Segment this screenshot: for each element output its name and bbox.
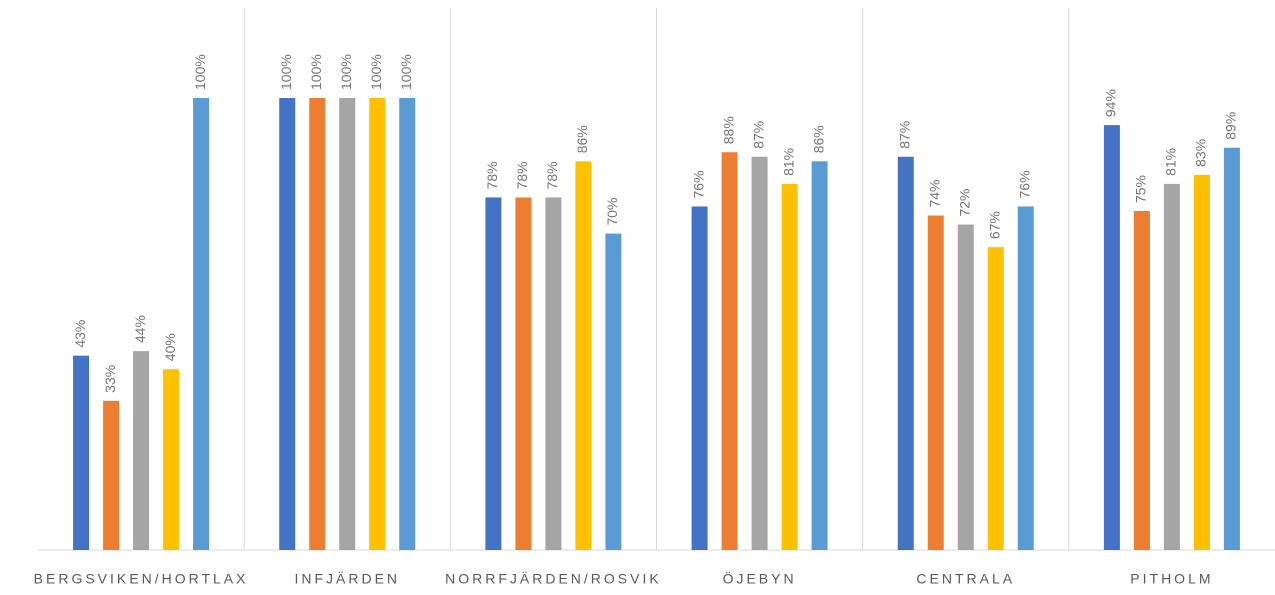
bar	[515, 197, 532, 550]
bar	[987, 247, 1004, 550]
value-label: 76%	[1016, 170, 1032, 198]
value-label: 86%	[574, 125, 590, 153]
bar	[927, 215, 944, 550]
bar	[897, 156, 914, 550]
bar	[485, 197, 502, 550]
x-tick-label: PITHOLM	[1130, 571, 1213, 587]
bar	[339, 98, 356, 550]
value-label: 100%	[398, 54, 414, 90]
value-label: 100%	[278, 54, 294, 90]
value-label: 74%	[926, 179, 942, 207]
bar	[545, 197, 562, 550]
bar	[133, 351, 150, 550]
x-tick-label: ÖJEBYN	[723, 570, 797, 587]
bar	[369, 98, 386, 550]
bar	[605, 233, 622, 550]
bar	[193, 98, 210, 550]
value-label: 78%	[514, 161, 530, 189]
bar	[1017, 206, 1034, 551]
bar	[1103, 125, 1120, 551]
value-label: 40%	[162, 333, 178, 361]
value-label: 81%	[780, 148, 796, 176]
bar	[957, 224, 974, 550]
x-tick-label: BERGSVIKEN/HORTLAX	[34, 571, 249, 587]
value-label: 88%	[720, 116, 736, 144]
value-label: 33%	[102, 365, 118, 393]
value-label: 83%	[1193, 139, 1209, 167]
bar	[1223, 147, 1240, 550]
value-label: 76%	[690, 170, 706, 198]
value-label: 72%	[956, 189, 972, 217]
bar	[1193, 174, 1210, 550]
bar	[1163, 183, 1180, 550]
value-label: 100%	[368, 54, 384, 90]
bar	[279, 98, 296, 550]
value-label: 70%	[604, 198, 620, 226]
value-label: 86%	[810, 125, 826, 153]
bar	[103, 400, 120, 550]
bar	[781, 183, 798, 550]
value-label: 78%	[544, 161, 560, 189]
value-label: 100%	[338, 54, 354, 90]
value-label: 43%	[72, 320, 88, 348]
x-tick-label: INFJÄRDEN	[294, 571, 400, 587]
bar	[575, 161, 592, 550]
x-tick-label: NORRFJÄRDEN/ROSVIK	[445, 571, 662, 587]
value-label: 78%	[484, 161, 500, 189]
value-label: 87%	[750, 121, 766, 149]
bar	[721, 152, 738, 551]
bar	[163, 369, 180, 550]
bar	[73, 355, 90, 550]
bar	[1133, 211, 1150, 550]
value-label: 75%	[1133, 175, 1149, 203]
value-label: 67%	[986, 211, 1002, 239]
value-label: 89%	[1223, 112, 1239, 140]
bar	[309, 98, 326, 550]
value-label: 87%	[896, 121, 912, 149]
bar	[811, 161, 828, 550]
value-label: 100%	[308, 54, 324, 90]
bar	[751, 156, 768, 550]
value-label: 100%	[192, 54, 208, 90]
value-label: 81%	[1163, 148, 1179, 176]
bar	[691, 206, 708, 551]
value-label: 94%	[1103, 89, 1119, 117]
bar	[399, 98, 416, 550]
value-label: 44%	[132, 315, 148, 343]
x-tick-label: CENTRALA	[916, 571, 1015, 587]
